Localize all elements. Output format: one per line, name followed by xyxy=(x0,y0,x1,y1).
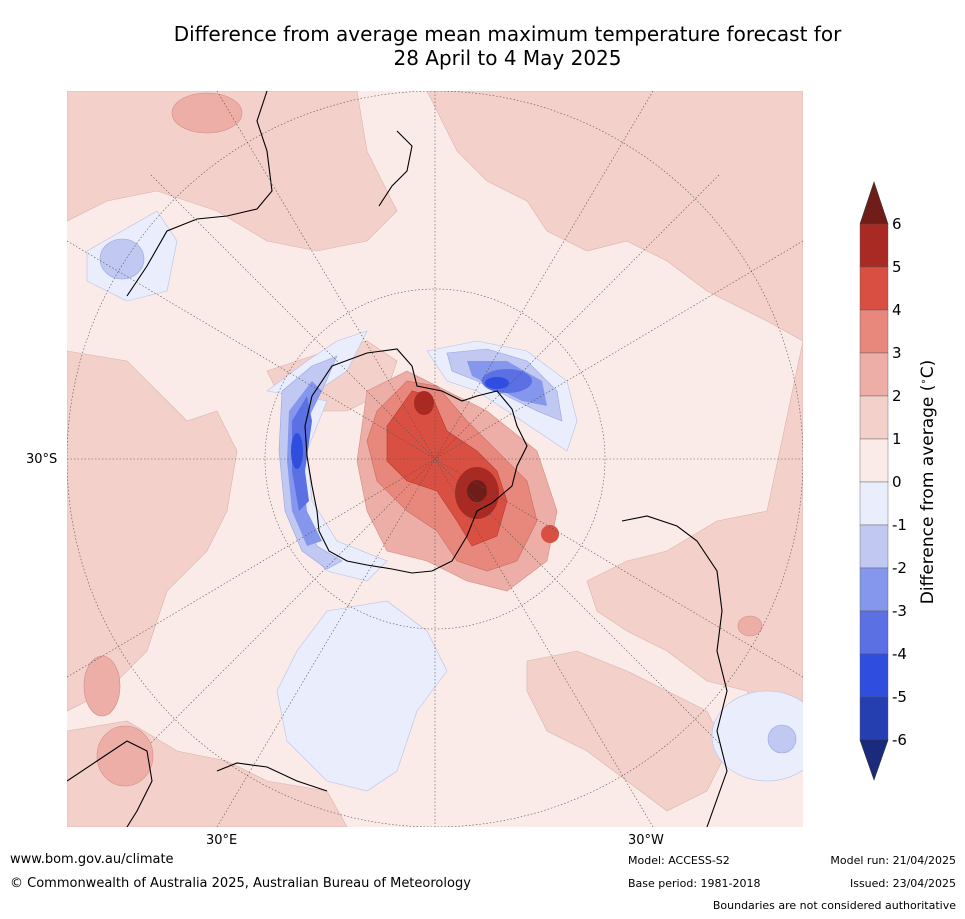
colorbar-bin xyxy=(859,567,889,612)
coastline-madagascar xyxy=(216,762,328,792)
colorbar-label-text: Difference from average ( xyxy=(918,384,938,605)
colorbar-bin xyxy=(859,309,889,354)
colorbar-bin xyxy=(859,481,889,526)
colorbar-bin xyxy=(859,395,889,440)
colorbar-bin xyxy=(859,223,889,268)
title-line-2: 28 April to 4 May 2025 xyxy=(393,46,622,70)
colorbar-tick-label: -3 xyxy=(892,602,907,620)
colorbar-tick-label: -5 xyxy=(892,688,907,706)
copyright-text: © Commonwealth of Australia 2025, Austra… xyxy=(10,876,471,891)
graticule xyxy=(67,91,803,827)
colorbar: 6 5 4 3 2 1 0 -1 -2 -3 -4 -5 -6 xyxy=(859,181,907,781)
colorbar-tick-label: 4 xyxy=(892,301,902,319)
anomaly-band-1-2 xyxy=(67,91,803,827)
model-text: Model: ACCESS-S2 xyxy=(628,854,730,867)
coastline-new-zealand xyxy=(378,130,413,207)
colorbar-under-triangle xyxy=(859,739,889,781)
colorbar-bin xyxy=(859,610,889,655)
colorbar-bin xyxy=(859,696,889,741)
coastline-antarctica xyxy=(304,348,528,574)
lon-label-30w: 30°W xyxy=(628,833,664,848)
colorbar-tick-label: 1 xyxy=(892,430,902,448)
colorbar-bin xyxy=(859,438,889,483)
colorbar-tick-label: 5 xyxy=(892,258,902,276)
colorbar-over-triangle xyxy=(859,181,889,225)
colorbar-label: Difference from average (∘C) xyxy=(918,359,938,605)
colorbar-bin xyxy=(859,524,889,569)
colorbar-tick-label: -4 xyxy=(892,645,907,663)
forecast-map xyxy=(67,91,803,827)
coastline-south-america xyxy=(621,515,728,827)
lat-label-30s: 30°S xyxy=(26,452,58,467)
coastline-australia xyxy=(126,91,273,297)
colorbar-tick-label: -6 xyxy=(892,731,907,749)
chart-title: Difference from average mean maximum tem… xyxy=(0,22,965,70)
coastline-africa xyxy=(67,740,153,827)
colorbar-tick-label: 2 xyxy=(892,387,902,405)
lon-label-30e: 30°E xyxy=(206,833,238,848)
colorbar-tick-label: -1 xyxy=(892,516,907,534)
colorbar-label-unit: C) xyxy=(918,359,938,379)
model-run-text: Model run: 21/04/2025 xyxy=(830,854,956,867)
colorbar-bin xyxy=(859,266,889,311)
colorbar-bin xyxy=(859,352,889,397)
title-line-1: Difference from average mean maximum tem… xyxy=(173,22,842,46)
disclaimer-text: Boundaries are not considered authoritat… xyxy=(712,899,956,912)
colorbar-tick-label: 0 xyxy=(892,473,902,491)
colorbar-tick-label: -2 xyxy=(892,559,907,577)
website-text: www.bom.gov.au/climate xyxy=(10,852,174,867)
coastlines xyxy=(67,91,728,827)
anomaly-band-gt6 xyxy=(467,480,487,502)
anomaly-band-minus-5-4 xyxy=(291,377,509,469)
base-period-text: Base period: 1981-2018 xyxy=(628,877,761,890)
colorbar-tick-label: 3 xyxy=(892,344,902,362)
colorbar-bin xyxy=(859,653,889,698)
issued-text: Issued: 23/04/2025 xyxy=(849,877,956,890)
colorbar-tick-label: 6 xyxy=(892,215,902,233)
anomaly-spot-4-5 xyxy=(541,525,559,543)
